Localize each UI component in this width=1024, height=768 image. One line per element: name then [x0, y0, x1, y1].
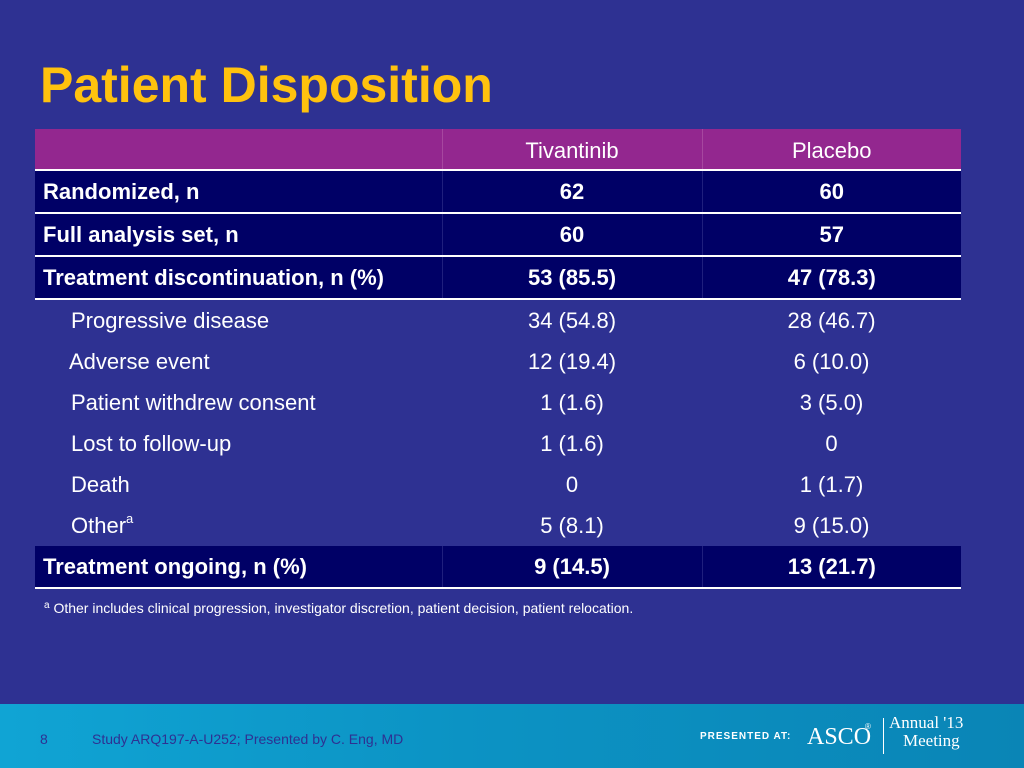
tivantinib-value: 1 (1.6)	[540, 389, 604, 415]
placebo-value: 9 (15.0)	[793, 512, 870, 538]
slide-title: Patient Disposition	[40, 57, 493, 113]
row-label: Treatment ongoing, n (%)	[35, 546, 442, 589]
table-row: Progressive disease 34 (54.8) 28 (46.7)	[35, 299, 961, 341]
placebo-value: 60	[701, 170, 961, 214]
placebo-value: 28 (46.7)	[787, 307, 876, 333]
header-placebo: Placebo	[701, 129, 961, 171]
tivantinib-value: 9 (14.5)	[441, 546, 702, 589]
row-label: Patient withdrew consent	[71, 389, 316, 415]
table-row: Randomized, n 62 60	[35, 170, 961, 214]
meeting-line-2: Meeting	[903, 731, 960, 750]
tivantinib-value: 53 (85.5)	[441, 256, 702, 300]
table-row: Death 0 1 (1.7)	[35, 464, 961, 505]
registered-mark: ®	[865, 722, 871, 731]
tivantinib-value: 12 (19.4)	[527, 348, 617, 374]
tivantinib-value: 1 (1.6)	[540, 430, 604, 456]
header-empty-cell	[35, 129, 442, 171]
presented-at-label: PRESENTED AT:	[700, 731, 792, 742]
row-label: Other	[71, 512, 127, 538]
page-number: 8	[40, 731, 48, 747]
row-label: Randomized, n	[35, 170, 442, 214]
placebo-value: 0	[825, 430, 838, 456]
logo-divider	[883, 718, 884, 754]
row-label: Full analysis set, n	[35, 213, 442, 257]
table-row: Lost to follow-up 1 (1.6) 0	[35, 423, 961, 464]
table-row: Full analysis set, n 60 57	[35, 213, 961, 257]
footnote-marker: a	[126, 510, 134, 526]
footnote-marker: a	[44, 600, 50, 611]
row-label: Treatment discontinuation, n (%)	[35, 256, 442, 300]
placebo-value: 57	[701, 213, 961, 257]
table-row: Othera 5 (8.1) 9 (15.0)	[35, 505, 961, 546]
tivantinib-value: 5 (8.1)	[540, 512, 604, 538]
table-row: Adverse event 12 (19.4) 6 (10.0)	[35, 341, 961, 382]
disposition-table: Tivantinib Placebo Randomized, n 62 60 F…	[35, 129, 961, 589]
placebo-value: 1 (1.7)	[799, 471, 864, 497]
tivantinib-value: 62	[441, 170, 702, 214]
tivantinib-value: 34 (54.8)	[527, 307, 617, 333]
table-row: Treatment discontinuation, n (%) 53 (85.…	[35, 256, 961, 300]
citation: Study ARQ197-A-U252; Presented by C. Eng…	[92, 731, 404, 747]
table-row: Patient withdrew consent 1 (1.6) 3 (5.0)	[35, 382, 961, 423]
placebo-value: 47 (78.3)	[701, 256, 961, 300]
row-label-cell: Othera	[35, 505, 442, 546]
row-label: Adverse event	[69, 348, 210, 374]
header-tivantinib: Tivantinib	[441, 129, 702, 171]
placebo-value: 3 (5.0)	[799, 389, 864, 415]
placebo-value: 13 (21.7)	[701, 546, 961, 589]
table-header-row: Tivantinib Placebo	[35, 129, 961, 171]
asco-logo: ASCO ®	[807, 718, 879, 758]
footnote-text: Other includes clinical progression, inv…	[49, 600, 634, 616]
footnote: a Other includes clinical progression, i…	[44, 600, 633, 616]
row-label: Death	[71, 471, 130, 497]
annual-meeting-logo: Annual '13 Meeting	[889, 714, 963, 750]
table-row: Treatment ongoing, n (%) 9 (14.5) 13 (21…	[35, 546, 961, 589]
meeting-line-1: Annual '13	[889, 713, 964, 732]
placebo-value: 6 (10.0)	[793, 348, 870, 374]
tivantinib-value: 0	[565, 471, 579, 497]
asco-logo-text: ASCO	[807, 724, 872, 750]
row-label: Progressive disease	[71, 307, 270, 333]
row-label: Lost to follow-up	[71, 430, 232, 456]
footer-bar: 8 Study ARQ197-A-U252; Presented by C. E…	[0, 704, 1024, 768]
tivantinib-value: 60	[441, 213, 702, 257]
